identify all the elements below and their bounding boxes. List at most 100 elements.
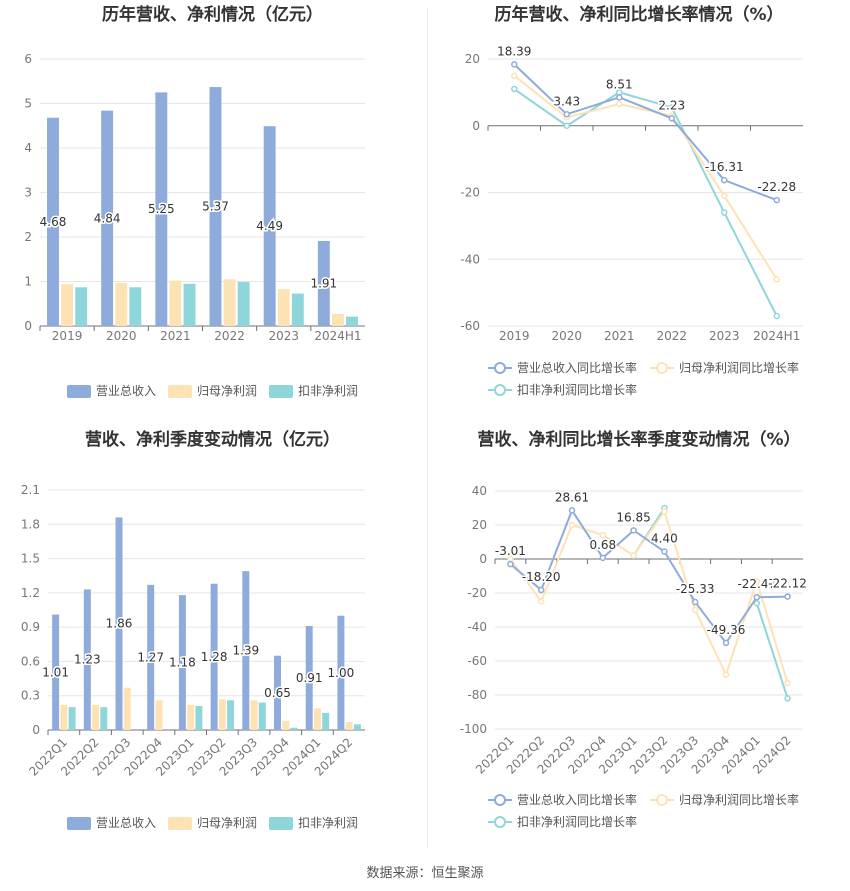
bar [147, 584, 155, 730]
legend-item[interactable]: 营业总收入同比增长率 [488, 360, 637, 375]
bar [237, 281, 250, 326]
bar [115, 517, 123, 730]
legend-item[interactable]: 归母净利润 [168, 816, 257, 830]
series-line [509, 509, 789, 684]
legend: 营业总收入 归母净利润 扣非净利润 [67, 816, 358, 830]
data-label: 4.40 [651, 532, 678, 546]
legend-item[interactable]: 归母净利润同比增长率 [650, 360, 799, 375]
data-point [691, 598, 699, 606]
y-tick-label: 0.9 [21, 620, 40, 634]
bar [317, 241, 330, 326]
series-line [513, 74, 778, 280]
data-point [616, 94, 623, 101]
data-label: 1.27 [137, 650, 164, 664]
data-label: 1.18 [169, 656, 196, 670]
legend-swatch [67, 817, 91, 830]
y-tick-label: 0 [479, 552, 487, 566]
bar [60, 704, 68, 730]
data-point [753, 577, 761, 585]
data-label: 4.84 [94, 211, 121, 225]
data-label: 0.65 [264, 686, 291, 700]
legend-item[interactable]: 营业总收入 [67, 816, 156, 830]
chart-svg: 营收、净利季度变动情况（亿元）00.30.60.91.21.51.82.1202… [21, 429, 365, 830]
data-label: 5.37 [202, 200, 229, 214]
legend-item[interactable]: 归母净利润同比增长率 [650, 792, 799, 807]
bar [75, 287, 88, 326]
bar [209, 87, 222, 326]
y-tick-label: -20 [460, 186, 480, 200]
data-label: -49.36 [707, 623, 746, 637]
series-line [513, 63, 778, 202]
data-point [753, 599, 761, 607]
data-label: -3.01 [495, 544, 526, 558]
legend-item[interactable]: 扣非净利润 [269, 384, 358, 398]
data-point [661, 508, 668, 515]
data-point [563, 122, 570, 129]
x-tick-label: 2019 [499, 329, 530, 343]
y-tick-label: 0 [32, 723, 40, 737]
legend-item[interactable]: 扣非净利润同比增长率 [488, 382, 637, 397]
legend-label: 营业总收入同比增长率 [517, 360, 637, 375]
data-point [773, 276, 780, 283]
data-point [630, 552, 637, 559]
legend-swatch [269, 385, 293, 398]
legend-item[interactable]: 扣非净利润同比增长率 [488, 814, 637, 829]
bar [52, 614, 60, 730]
y-tick-label: 1.5 [21, 552, 40, 566]
bar [123, 687, 131, 730]
chart-title: 历年营收、净利同比增长率情况（%） [494, 4, 783, 25]
y-tick-label: -20 [467, 586, 487, 600]
data-label: 1.91 [310, 277, 337, 291]
data-point [537, 598, 545, 605]
data-point [511, 61, 518, 68]
legend-item[interactable]: 扣非净利润 [269, 816, 358, 830]
y-tick-label: 1 [24, 275, 32, 289]
legend-marker [494, 794, 506, 806]
data-label: 0.68 [589, 538, 616, 552]
data-label: 16.85 [616, 510, 650, 524]
bar [337, 615, 345, 730]
series-line [513, 88, 778, 317]
bar [353, 724, 361, 730]
y-tick-label: -40 [467, 620, 487, 634]
legend-label: 扣非净利润同比增长率 [517, 814, 637, 829]
y-tick-label: 2.1 [21, 483, 40, 497]
bar [263, 126, 276, 326]
data-label: -22.12 [768, 577, 807, 591]
bar [223, 279, 236, 326]
y-tick-label: 1.8 [21, 517, 40, 531]
legend-item[interactable]: 归母净利润 [168, 384, 257, 398]
legend-swatch [168, 385, 192, 398]
y-tick-label: 3 [24, 186, 32, 200]
data-source: 数据来源：恒生聚源 [366, 866, 484, 881]
chart-title: 营收、净利同比增长率季度变动情况（%） [477, 429, 800, 450]
bar [100, 707, 108, 730]
bar [169, 280, 182, 326]
data-point [537, 586, 545, 594]
data-label: 1.01 [42, 665, 69, 679]
data-point [599, 531, 607, 539]
bar [313, 708, 321, 730]
y-tick-label: -40 [460, 252, 480, 266]
data-label: -16.31 [705, 160, 744, 174]
chart-title: 历年营收、净利情况（亿元） [102, 4, 323, 25]
data-point [568, 507, 576, 514]
x-tick-label: 2022 [214, 329, 245, 343]
x-tick-label: 2021 [160, 329, 191, 343]
bar [47, 117, 59, 327]
bar [277, 289, 290, 326]
legend: 营业总收入 归母净利润 扣非净利润 [67, 384, 358, 398]
bar [68, 707, 76, 730]
bar [291, 293, 304, 326]
y-tick-label: 1.2 [21, 586, 40, 600]
data-label: 2.23 [658, 98, 685, 112]
legend-item[interactable]: 营业总收入 [67, 384, 156, 398]
legend-item[interactable]: 营业总收入同比增长率 [488, 792, 637, 807]
bar [274, 655, 281, 730]
data-label: -25.33 [676, 582, 715, 596]
y-tick-label: 0.3 [21, 689, 40, 703]
data-label: 4.49 [256, 219, 283, 233]
y-tick-label: 5 [24, 97, 32, 111]
